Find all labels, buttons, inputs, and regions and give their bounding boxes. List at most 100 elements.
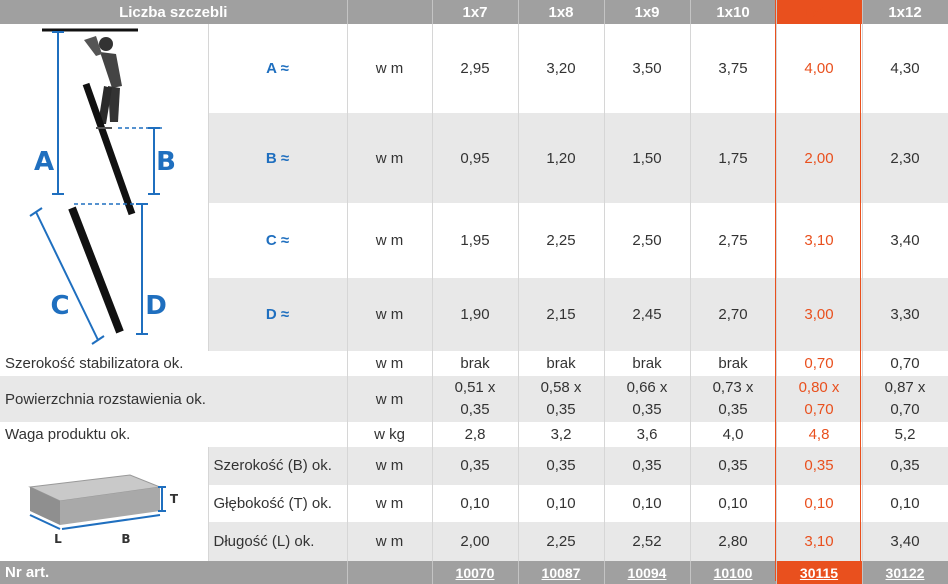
cell-pl-1x9: 2,52 <box>604 522 691 561</box>
cell-stab-1x12: 0,70 <box>862 351 948 376</box>
article-link-10070[interactable]: 10070 <box>455 564 495 581</box>
info-unit-weight: w kg <box>347 422 433 447</box>
cell-d-1x12: 3,30 <box>862 278 948 351</box>
cell-a-1x10: 3,75 <box>690 24 777 114</box>
cell-c-1x8: 2,25 <box>518 203 605 279</box>
info-row-footprint: Powierzchnia rozstawienia ok. w m 0,51 x… <box>0 376 948 422</box>
ladder-label-c: C <box>51 291 70 321</box>
cell-foot-1x7: 0,51 x 0,35 <box>432 376 519 422</box>
cell-pl-1x10: 2,80 <box>690 522 777 561</box>
dimension-row-a: A B <box>0 24 948 351</box>
cell-pw-1x11: 0,35 <box>776 447 863 485</box>
cell-stab-1x9: brak <box>604 351 691 376</box>
cell-a-1x8: 3,20 <box>518 24 605 114</box>
article-1x7[interactable]: 10070 <box>432 561 519 584</box>
package-diagram: T L B <box>0 447 209 561</box>
cell-pd-1x12: 0,10 <box>862 484 948 523</box>
cell-a-1x9: 3,50 <box>604 24 691 114</box>
ladder-diagram: A B <box>0 24 209 351</box>
cell-weight-1x10: 4,0 <box>690 422 777 447</box>
cell-c-1x10: 2,75 <box>690 203 777 279</box>
cell-a-1x12: 4,30 <box>862 24 948 114</box>
dimension-unit-a: w m <box>347 24 433 114</box>
cell-weight-1x12: 5,2 <box>862 422 948 447</box>
header-row: Liczba szczebli 1x7 1x8 1x9 1x10 1x11 1x… <box>0 0 948 24</box>
article-link-30115[interactable]: 30115 <box>799 564 839 581</box>
cell-b-1x12: 2,30 <box>862 113 948 204</box>
cell-a-1x7: 2,95 <box>432 24 519 114</box>
cell-d-1x8: 2,15 <box>518 278 605 351</box>
cell-d-1x11: 3,00 <box>776 278 863 351</box>
cell-stab-1x11: 0,70 <box>776 351 863 376</box>
package-label-length: Długość (L) ok. <box>208 522 348 561</box>
cell-d-1x7: 1,90 <box>432 278 519 351</box>
ladder-label-b: B <box>156 147 176 177</box>
article-1x8[interactable]: 10087 <box>518 561 605 584</box>
ladder-label-d: D <box>145 291 167 321</box>
package-unit-length: w m <box>347 522 433 561</box>
cell-pl-1x8: 2,25 <box>518 522 605 561</box>
package-row-width: T L B Szerokość (B) ok. w m 0,35 0,35 0,… <box>0 447 948 561</box>
package-unit-depth: w m <box>347 484 433 523</box>
header-col-1x10: 1x10 <box>690 0 777 24</box>
article-1x12[interactable]: 30122 <box>862 561 948 584</box>
cell-foot-1x12: 0,87 x 0,70 <box>862 376 948 422</box>
dimension-label-d: D ≈ <box>208 278 348 351</box>
cell-weight-1x11: 4,8 <box>776 422 863 447</box>
header-col-1x7: 1x7 <box>432 0 519 24</box>
cell-stab-1x10: brak <box>690 351 777 376</box>
header-col-1x12: 1x12 <box>862 0 948 24</box>
dimension-unit-b: w m <box>347 113 433 204</box>
package-illustration: T L B <box>28 474 179 546</box>
dimension-row-d: D ≈ w m 1,90 2,15 2,45 2,70 3,00 3,30 <box>0 278 948 351</box>
footer-row: Nr art. 10070 10087 10094 10100 30115 30… <box>0 561 948 584</box>
article-link-30122[interactable]: 30122 <box>885 564 925 581</box>
package-row-length: Długość (L) ok. w m 2,00 2,25 2,52 2,80 … <box>0 522 948 561</box>
header-title: Liczba szczebli <box>0 0 348 24</box>
cell-pd-1x8: 0,10 <box>518 484 605 523</box>
info-unit-stabilizer: w m <box>347 351 433 376</box>
info-label-weight: Waga produktu ok. <box>0 422 348 447</box>
cell-pw-1x12: 0,35 <box>862 447 948 485</box>
article-1x10[interactable]: 10100 <box>690 561 777 584</box>
footer-unit-spacer <box>347 561 433 584</box>
cell-b-1x10: 1,75 <box>690 113 777 204</box>
cell-pd-1x7: 0,10 <box>432 484 519 523</box>
article-1x9[interactable]: 10094 <box>604 561 691 584</box>
dimension-unit-c: w m <box>347 203 433 279</box>
package-unit-width: w m <box>347 447 433 485</box>
dimension-row-b: B ≈ w m 0,95 1,20 1,50 1,75 2,00 2,30 <box>0 113 948 204</box>
cell-foot-1x11: 0,80 x 0,70 <box>776 376 863 422</box>
header-unit-spacer <box>347 0 433 24</box>
cell-d-1x10: 2,70 <box>690 278 777 351</box>
ladder-illustration: A B <box>29 28 176 345</box>
info-label-stabilizer: Szerokość stabilizatora ok. <box>0 351 348 376</box>
package-row-depth: Głębokość (T) ok. w m 0,10 0,10 0,10 0,1… <box>0 484 948 523</box>
cell-weight-1x9: 3,6 <box>604 422 691 447</box>
dimension-label-a: A ≈ <box>208 24 348 114</box>
cell-pl-1x12: 3,40 <box>862 522 948 561</box>
cell-c-1x7: 1,95 <box>432 203 519 279</box>
cell-weight-1x7: 2,8 <box>432 422 519 447</box>
cell-c-1x12: 3,40 <box>862 203 948 279</box>
article-link-10094[interactable]: 10094 <box>627 564 667 581</box>
cell-b-1x8: 1,20 <box>518 113 605 204</box>
cell-pw-1x7: 0,35 <box>432 447 519 485</box>
package-label-width: Szerokość (B) ok. <box>208 447 348 485</box>
dimension-unit-d: w m <box>347 278 433 351</box>
cell-pd-1x10: 0,10 <box>690 484 777 523</box>
article-link-10100[interactable]: 10100 <box>713 564 753 581</box>
cell-stab-1x8: brak <box>518 351 605 376</box>
cell-a-1x11: 4,00 <box>776 24 863 114</box>
article-link-10087[interactable]: 10087 <box>541 564 581 581</box>
article-1x11[interactable]: 30115 <box>776 561 863 584</box>
cell-b-1x7: 0,95 <box>432 113 519 204</box>
header-col-1x9: 1x9 <box>604 0 691 24</box>
package-label-l: L <box>54 532 62 546</box>
cell-pl-1x7: 2,00 <box>432 522 519 561</box>
cell-pd-1x11: 0,10 <box>776 484 863 523</box>
ladder-label-a: A <box>34 147 54 177</box>
package-label-b: B <box>122 532 131 546</box>
